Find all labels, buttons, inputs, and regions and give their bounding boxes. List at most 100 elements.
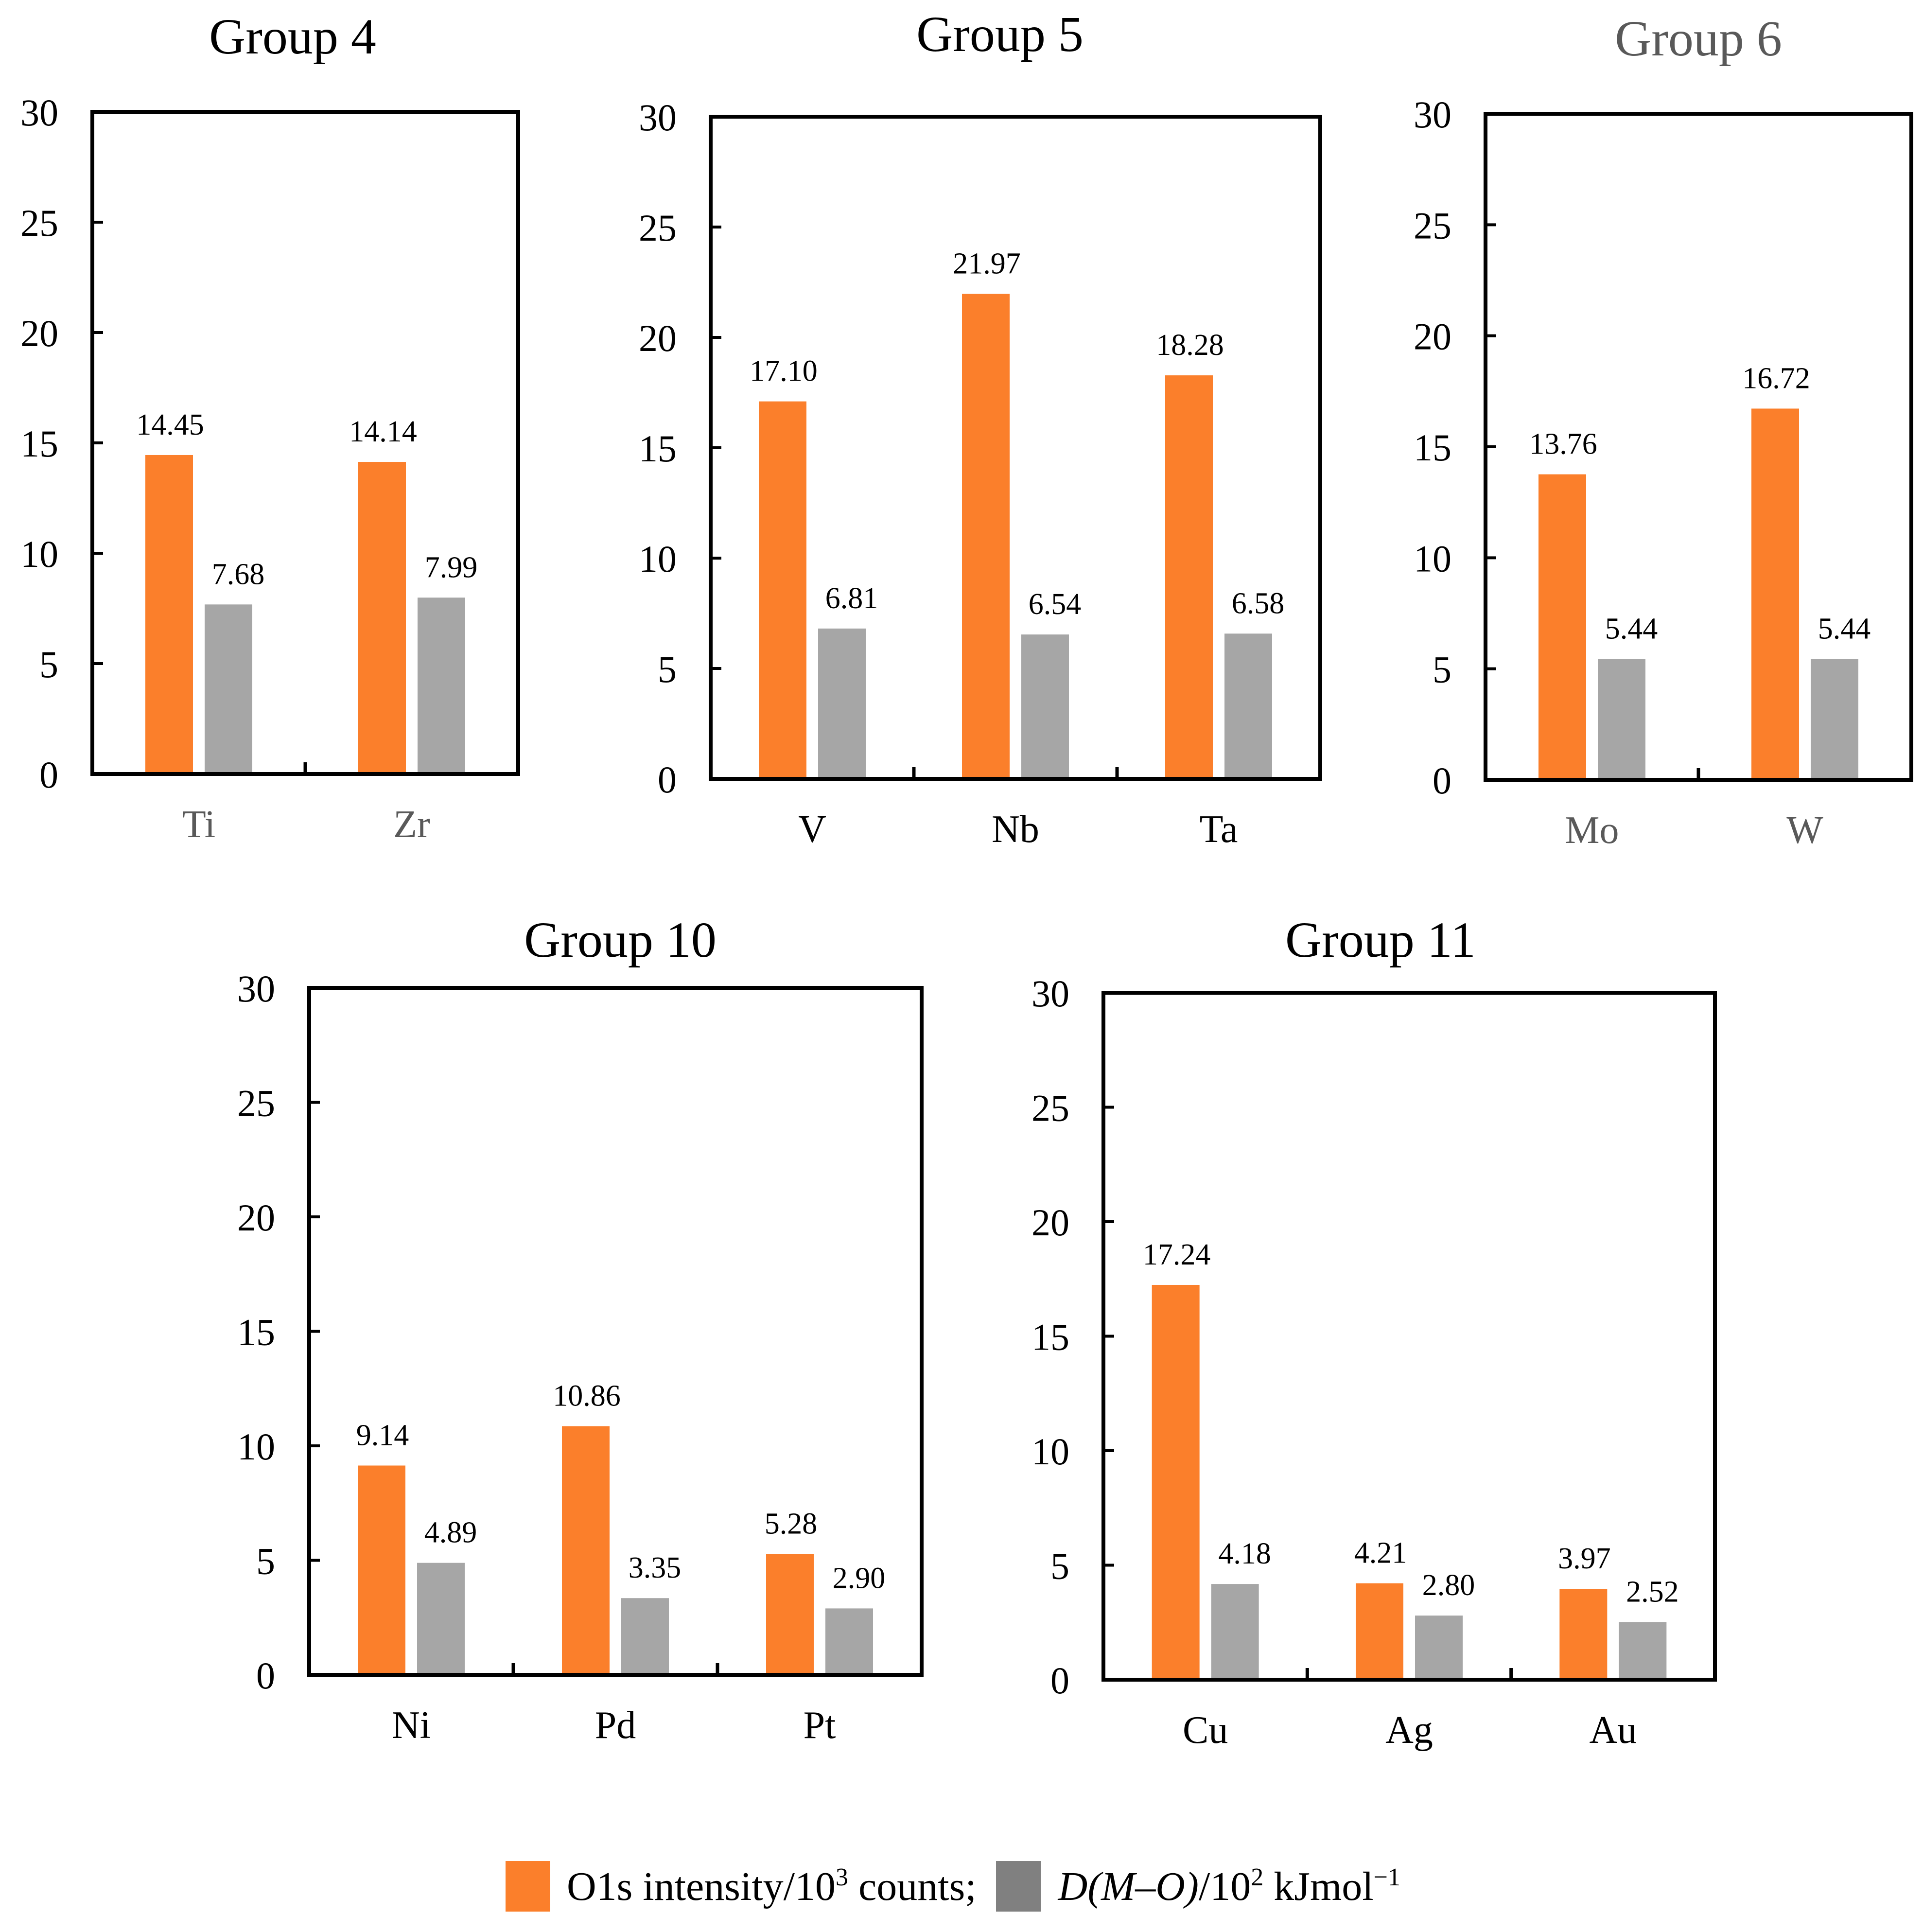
- data-label-o1s-v: 17.10: [750, 355, 818, 388]
- data-label-dmo-nb: 6.54: [1029, 588, 1082, 621]
- y-tick-label: 25: [1414, 204, 1451, 246]
- bar-o1s-v: [759, 401, 806, 779]
- category-label-v: V: [798, 808, 826, 851]
- category-label-au: Au: [1589, 1709, 1637, 1752]
- y-tick-label: 15: [639, 427, 677, 470]
- y-tick-label: 10: [1031, 1430, 1069, 1473]
- y-tick-label: 30: [237, 967, 275, 1010]
- legend-swatch-o1s: [506, 1861, 550, 1912]
- y-tick-label: 5: [1433, 649, 1451, 691]
- legend-label-dmo: D(M–O)/102 kJmol−1: [1058, 1863, 1400, 1909]
- y-tick-label: 0: [1050, 1659, 1069, 1702]
- data-label-dmo-ta: 6.58: [1232, 587, 1285, 620]
- bar-o1s-w: [1751, 408, 1799, 780]
- y-tick-label: 20: [639, 317, 677, 359]
- bar-o1s-ta: [1165, 375, 1213, 779]
- y-tick-label: 15: [1031, 1316, 1069, 1358]
- y-tick-label: 30: [1414, 93, 1451, 136]
- category-label-ag: Ag: [1385, 1709, 1433, 1752]
- y-tick-label: 10: [1414, 537, 1451, 580]
- category-label-ti: Ti: [182, 803, 215, 846]
- category-label-mo: Mo: [1565, 809, 1619, 852]
- bar-dmo-zr: [418, 597, 465, 774]
- data-label-o1s-ta: 18.28: [1156, 329, 1224, 362]
- data-label-o1s-pd: 10.86: [553, 1379, 621, 1412]
- panel-group-10: Group 10 9.14 4.89 Ni 10.86 3.35 Pd 5.28 2.90 Pt 0…: [237, 912, 924, 1747]
- data-label-o1s-zr: 14.14: [349, 415, 417, 448]
- bar-o1s-mo: [1538, 474, 1586, 780]
- legend: O1s intensity/103 counts; D(M–O)/102 kJm…: [506, 1857, 1400, 1915]
- bar-o1s-ni: [358, 1465, 405, 1675]
- data-label-o1s-ni: 9.14: [356, 1419, 409, 1452]
- data-label-o1s-nb: 21.97: [953, 247, 1021, 281]
- data-label-dmo-w: 5.44: [1818, 613, 1871, 646]
- y-tick-label: 5: [39, 643, 58, 685]
- bar-o1s-cu: [1152, 1284, 1200, 1680]
- y-tick-label: 5: [658, 648, 677, 690]
- category-label-pt: Pt: [804, 1704, 836, 1747]
- y-tick-label: 15: [237, 1311, 275, 1353]
- bar-dmo-au: [1619, 1622, 1667, 1680]
- bar-o1s-nb: [962, 294, 1010, 779]
- bar-dmo-pd: [621, 1598, 669, 1675]
- bar-o1s-ag: [1356, 1583, 1403, 1680]
- y-tick-label: 30: [20, 91, 58, 134]
- bar-o1s-pd: [562, 1426, 610, 1675]
- y-tick-label: 25: [20, 202, 58, 244]
- category-label-w: W: [1786, 809, 1823, 852]
- y-tick-label: 25: [639, 207, 677, 249]
- data-label-dmo-ni: 4.89: [424, 1516, 477, 1549]
- data-label-o1s-ag: 4.21: [1354, 1537, 1407, 1570]
- data-label-dmo-ag: 2.80: [1422, 1569, 1475, 1602]
- category-label-pd: Pd: [595, 1704, 636, 1747]
- category-label-ta: Ta: [1200, 808, 1238, 851]
- y-tick-label: 0: [256, 1654, 275, 1697]
- y-tick-label: 25: [1031, 1087, 1069, 1129]
- chart-title: Group 10: [524, 912, 717, 968]
- data-label-dmo-zr: 7.99: [425, 551, 478, 584]
- chart-title: Group 11: [1285, 912, 1476, 968]
- category-label-nb: Nb: [992, 808, 1039, 851]
- bar-dmo-ti: [205, 604, 252, 774]
- y-tick-label: 20: [1414, 316, 1451, 358]
- bar-dmo-pt: [825, 1608, 873, 1675]
- bar-dmo-ta: [1224, 633, 1272, 779]
- bar-dmo-mo: [1598, 659, 1645, 780]
- plot-frame: [90, 110, 520, 776]
- category-label-zr: Zr: [393, 803, 430, 846]
- panel-group-4: Group 4 14.45 7.68 Ti 14.14 7.99 Zr 0 5 10 15 20 25 3…: [20, 9, 520, 846]
- data-label-o1s-au: 3.97: [1558, 1542, 1611, 1575]
- data-label-o1s-w: 16.72: [1742, 362, 1810, 395]
- chart-title: Group 5: [916, 6, 1084, 62]
- y-tick-label: 30: [1031, 972, 1069, 1015]
- bar-dmo-v: [818, 628, 866, 779]
- bar-dmo-ag: [1415, 1616, 1463, 1680]
- y-tick-label: 5: [1050, 1545, 1069, 1587]
- y-tick-label: 0: [39, 754, 58, 796]
- data-label-dmo-ti: 7.68: [212, 558, 265, 591]
- y-tick-label: 0: [1433, 759, 1451, 802]
- y-tick-label: 20: [20, 312, 58, 354]
- plot-frame: [709, 115, 1322, 781]
- y-tick-label: 10: [20, 533, 58, 575]
- panel-group-11: Group 11 17.24 4.18 Cu 4.21 2.80 Ag 3.97 2.52 Au 0…: [1031, 912, 1717, 1752]
- category-label-ni: Ni: [392, 1704, 431, 1747]
- bar-o1s-au: [1559, 1589, 1608, 1680]
- data-label-dmo-v: 6.81: [825, 582, 878, 615]
- bar-dmo-cu: [1211, 1584, 1259, 1680]
- y-tick-label: 30: [639, 96, 677, 139]
- panel-group-5: Group 5 17.10 6.81 V 21.97 6.54 Nb 18.28 6.58 Ta 0…: [639, 6, 1322, 851]
- y-tick-label: 25: [237, 1082, 275, 1124]
- y-tick-label: 5: [256, 1540, 275, 1582]
- legend-label-o1s: O1s intensity/103 counts;: [567, 1863, 977, 1909]
- data-label-o1s-pt: 5.28: [765, 1507, 818, 1540]
- y-tick-label: 20: [237, 1196, 275, 1239]
- data-label-dmo-cu: 4.18: [1218, 1537, 1271, 1570]
- bar-o1s-pt: [766, 1554, 814, 1675]
- bar-dmo-ni: [417, 1563, 465, 1675]
- y-tick-label: 0: [658, 758, 677, 801]
- chart-title: Group 6: [1615, 11, 1782, 67]
- bar-dmo-nb: [1021, 634, 1069, 779]
- bar-o1s-ti: [145, 455, 193, 774]
- legend-swatch-dmo: [996, 1861, 1041, 1912]
